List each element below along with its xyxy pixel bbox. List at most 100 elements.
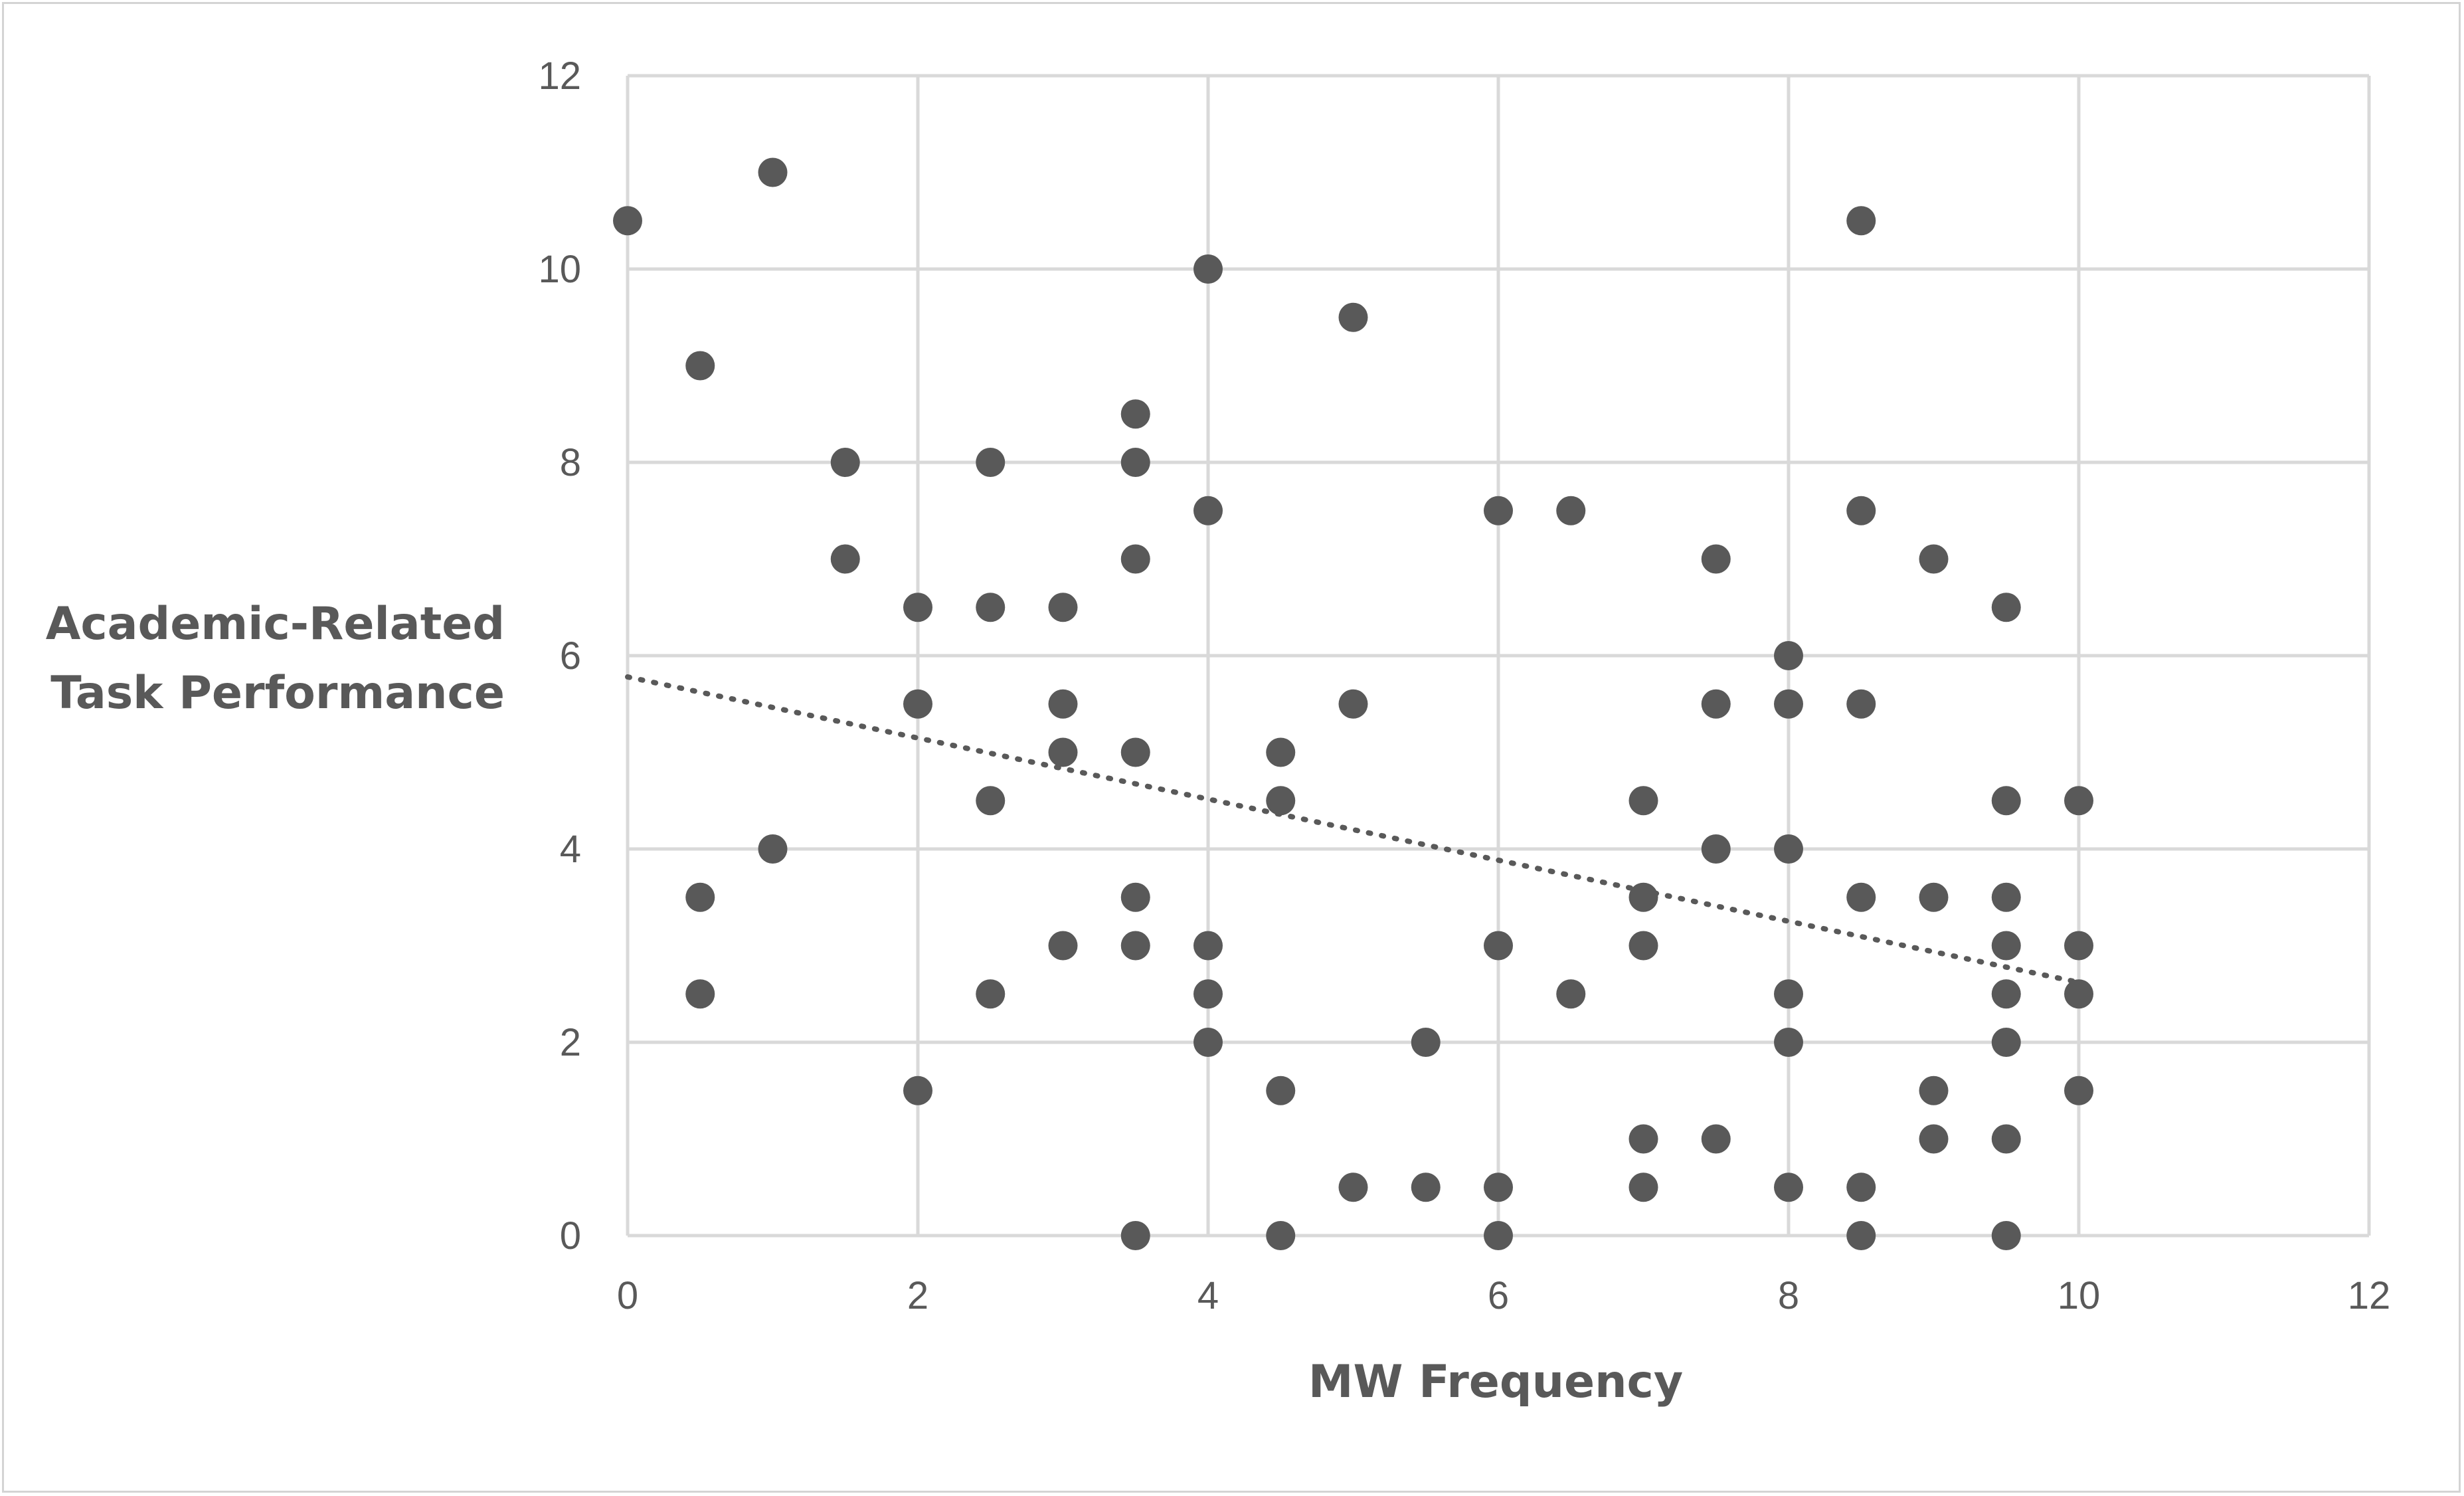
data-point (2064, 931, 2093, 961)
data-point (1628, 786, 1658, 816)
data-point (1774, 834, 1803, 864)
data-point (1774, 979, 1803, 1009)
data-point (1120, 399, 1150, 429)
data-point (1628, 882, 1658, 912)
data-point (1193, 496, 1223, 525)
data-point (758, 157, 788, 187)
data-point (1919, 544, 1949, 574)
data-point (976, 786, 1006, 816)
grid-lines (626, 74, 2371, 1238)
data-point (1048, 737, 1078, 767)
data-point (1048, 689, 1078, 719)
data-point (1628, 1172, 1658, 1202)
data-point (1266, 786, 1296, 816)
data-point (758, 834, 788, 864)
x-tick-label: 8 (1778, 1274, 1799, 1317)
data-point (1048, 593, 1078, 622)
data-point (1846, 1221, 1876, 1250)
data-point (976, 979, 1006, 1009)
data-point (1120, 737, 1150, 767)
y-axis-title-line-2: Task Performance (50, 667, 505, 719)
y-axis-title-line-1: Academic-Related (46, 598, 505, 650)
data-points (613, 157, 2093, 1250)
tick-labels: 0 2 4 6 8 10 12 0 2 4 6 8 10 12 (538, 54, 2390, 1317)
data-point (903, 593, 932, 622)
data-point (2064, 979, 2093, 1009)
y-tick-label: 8 (560, 441, 581, 484)
data-point (1338, 689, 1368, 719)
data-point (1338, 1172, 1368, 1202)
data-point (1338, 302, 1368, 332)
data-point (1484, 496, 1513, 525)
data-point (1991, 979, 2021, 1009)
data-point (1193, 979, 1223, 1009)
data-point (1846, 1172, 1876, 1202)
x-tick-label: 12 (2348, 1274, 2391, 1317)
x-tick-label: 10 (2058, 1274, 2101, 1317)
data-point (1701, 1124, 1731, 1154)
data-point (1193, 254, 1223, 284)
data-point (903, 1075, 932, 1105)
data-point (613, 206, 642, 236)
data-point (1774, 641, 1803, 670)
data-point (1628, 931, 1658, 961)
data-point (1846, 496, 1876, 525)
data-point (1411, 1028, 1441, 1057)
data-point (1991, 931, 2021, 961)
data-point (1120, 544, 1150, 574)
y-tick-label: 4 (560, 828, 581, 871)
x-tick-label: 6 (1488, 1274, 1509, 1317)
data-point (1991, 1124, 2021, 1154)
data-point (976, 593, 1006, 622)
data-point (1846, 882, 1876, 912)
data-point (1120, 882, 1150, 912)
data-point (1991, 1028, 2021, 1057)
data-point (1701, 834, 1731, 864)
data-point (1628, 1124, 1658, 1154)
data-point (1919, 882, 1949, 912)
y-tick-label: 2 (560, 1021, 581, 1064)
data-point (1556, 496, 1586, 525)
data-point (1120, 931, 1150, 961)
x-tick-label: 4 (1197, 1274, 1219, 1317)
data-point (685, 979, 715, 1009)
data-point (685, 351, 715, 381)
data-point (1120, 448, 1150, 477)
data-point (1991, 593, 2021, 622)
y-tick-label: 6 (560, 634, 581, 678)
data-point (903, 689, 932, 719)
data-point (1774, 1028, 1803, 1057)
data-point (1193, 1028, 1223, 1057)
data-point (1266, 737, 1296, 767)
trendline-layer (625, 674, 2081, 985)
data-point (2064, 786, 2093, 816)
data-point (1701, 544, 1731, 574)
trendline (625, 674, 2081, 985)
data-point (1919, 1124, 1949, 1154)
data-point (1266, 1221, 1296, 1250)
data-point (1484, 1172, 1513, 1202)
data-point (1701, 689, 1731, 719)
data-point (976, 448, 1006, 477)
data-point (2064, 1075, 2093, 1105)
data-point (1556, 979, 1586, 1009)
data-point (1120, 1221, 1150, 1250)
y-tick-label: 12 (538, 54, 581, 98)
y-tick-label: 10 (538, 248, 581, 291)
data-point (1048, 931, 1078, 961)
x-tick-label: 2 (907, 1274, 928, 1317)
x-axis-title: MW Frequency (1308, 1356, 1683, 1408)
data-point (1991, 882, 2021, 912)
data-point (830, 448, 860, 477)
data-point (1774, 1172, 1803, 1202)
data-point (1774, 689, 1803, 719)
data-point (1991, 786, 2021, 816)
data-point (1484, 931, 1513, 961)
x-tick-label: 0 (617, 1274, 638, 1317)
y-tick-label: 0 (560, 1214, 581, 1258)
data-point (1919, 1075, 1949, 1105)
data-point (1991, 1221, 2021, 1250)
data-point (1266, 1075, 1296, 1105)
data-point (1193, 931, 1223, 961)
